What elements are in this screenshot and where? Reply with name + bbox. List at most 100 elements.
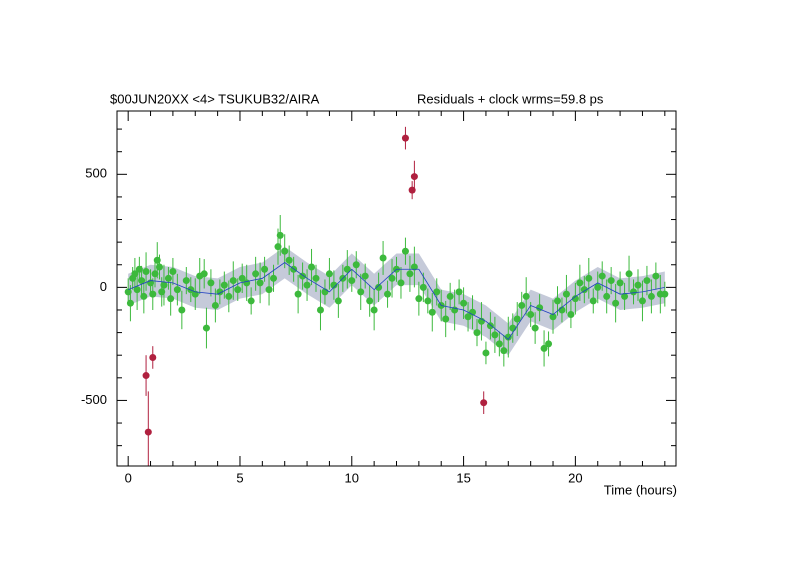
data-point [207,279,215,287]
data-point [160,281,168,289]
data-point [522,292,530,300]
data-point [334,297,342,305]
data-point [442,315,450,323]
data-point [238,274,246,282]
x-tick-label: 20 [568,470,582,485]
chart-subtitle: Residuals + clock wrms=59.8 ps [417,91,604,106]
data-point [567,311,575,319]
data-point [571,295,579,303]
data-point [187,286,195,294]
data-point [562,290,570,298]
data-point [388,274,396,282]
data-point [576,279,584,287]
data-point [352,261,360,269]
data-point [433,288,441,296]
data-point [366,297,374,305]
data-point [348,277,356,285]
data-point [428,308,436,316]
data-point [138,277,146,285]
data-point [182,277,190,285]
data-point [178,306,186,314]
data-point [173,286,181,294]
data-point [661,290,669,298]
data-point [647,292,655,300]
data-point [580,286,588,294]
data-point [308,263,316,271]
data-point [126,299,134,307]
data-point [625,270,633,278]
x-tick-label: 5 [236,470,243,485]
data-point [229,277,237,285]
data-point [545,340,553,348]
data-point [151,270,159,278]
data-point [142,268,150,276]
data-point [460,299,468,307]
data-point [316,306,324,314]
data-point [325,270,333,278]
data-point [531,324,539,332]
data-point [634,281,642,289]
data-point [169,268,177,276]
data-point [415,295,423,303]
data-point [379,254,387,262]
data-point [589,297,597,305]
data-point [144,428,152,436]
data-point [482,349,490,357]
data-point [225,292,233,300]
data-point [513,315,521,323]
data-point [142,372,150,380]
data-point [276,231,284,239]
data-point [270,274,278,282]
data-point [294,290,302,298]
y-tick-label: 500 [85,166,107,181]
data-point [480,399,488,407]
data-point [164,274,172,282]
data-point [509,324,517,332]
data-point [135,265,143,273]
data-point [408,186,416,194]
data-point [598,272,606,280]
x-tick-label: 10 [345,470,359,485]
data-point [285,256,293,264]
data-point [498,476,505,483]
data-point [281,247,289,255]
data-point [630,288,638,296]
data-point [446,292,454,300]
data-point [397,279,405,287]
data-point [330,281,338,289]
chart-title: $00JUN20XX <4> TSUKUB32/AIRA [110,91,320,106]
data-point [419,283,427,291]
data-point [616,279,624,287]
data-point [256,279,264,287]
data-point [553,297,561,305]
data-point [343,265,351,273]
data-point [464,313,472,321]
x-tick-label: 15 [456,470,470,485]
data-point [410,173,418,181]
data-point [638,297,646,305]
data-point [265,286,273,294]
data-point [473,329,481,337]
data-point [518,301,526,309]
data-point [202,324,210,332]
x-axis-label: Time (hours) [604,482,677,497]
data-point [495,340,503,348]
data-point [274,243,282,251]
data-point [261,265,269,273]
data-point [303,281,311,289]
data-point [594,283,602,291]
data-point [607,277,615,285]
data-point [220,281,228,289]
model-line [128,262,665,340]
data-point [149,353,157,361]
data-point [252,270,260,278]
data-point [133,286,141,294]
y-tick-label: -500 [81,392,107,407]
data-point [504,333,512,341]
data-point [401,247,409,255]
data-point [153,256,161,264]
data-point [234,286,242,294]
data-point [500,347,508,355]
data-point [312,274,320,282]
